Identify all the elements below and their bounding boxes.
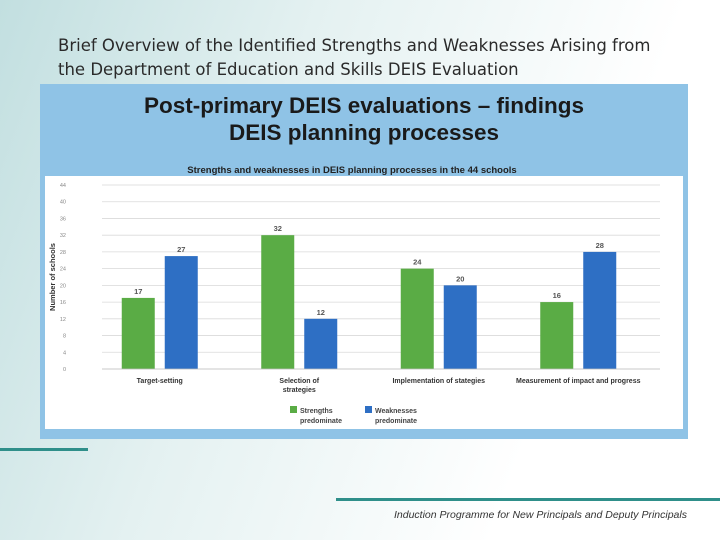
y-tick-label: 24 (60, 267, 66, 273)
y-tick-label: 20 (60, 283, 66, 289)
data-label: 16 (553, 291, 561, 300)
bar-chart: Strengths and weaknesses in DEIS plannin… (45, 165, 683, 429)
bar-weaknesses (164, 256, 198, 369)
bar-strengths (121, 297, 155, 369)
bar-weaknesses (304, 318, 338, 369)
accent-rule-right (336, 498, 720, 501)
panel-heading: Post-primary DEIS evaluations – findings… (40, 92, 688, 146)
slide-title-line-1: Brief Overview of the Identified Strengt… (58, 36, 651, 55)
y-tick-label: 28 (60, 250, 66, 256)
chart-panel: Post-primary DEIS evaluations – findings… (40, 84, 688, 439)
x-tick-label: strategies (283, 387, 316, 394)
x-tick-label: Measurement of impact and progress (516, 378, 641, 385)
y-tick-label: 44 (60, 183, 66, 189)
slide-title: Brief Overview of the Identified Strengt… (58, 34, 698, 82)
y-tick-label: 8 (63, 334, 66, 340)
y-axis-label: Number of schools (48, 243, 57, 311)
data-label: 20 (456, 274, 464, 283)
accent-rule-left (0, 448, 88, 451)
data-label: 17 (134, 287, 142, 296)
footer-text: Induction Programme for New Principals a… (394, 509, 687, 521)
legend-label: Strengths (300, 408, 333, 415)
y-tick-label: 32 (60, 233, 66, 239)
y-tick-label: 16 (60, 300, 66, 306)
chart-title: Strengths and weaknesses in DEIS plannin… (187, 165, 516, 176)
legend-label: predominate (300, 418, 342, 425)
legend-swatch-weaknesses (365, 406, 372, 413)
data-label: 27 (177, 245, 185, 254)
bar-weaknesses (583, 251, 617, 369)
y-tick-label: 0 (63, 367, 66, 373)
legend-label: predominate (375, 418, 417, 425)
bar-strengths (540, 302, 574, 369)
y-tick-label: 36 (60, 216, 66, 222)
x-tick-label: Implementation of stategies (392, 378, 485, 385)
y-tick-label: 12 (60, 317, 66, 323)
x-tick-label: Selection of (279, 378, 319, 385)
panel-heading-line-2: DEIS planning processes (228, 120, 500, 145)
data-label: 28 (596, 241, 604, 250)
bar-weaknesses (443, 285, 477, 369)
slide-title-line-2: the Department of Education and Skills D… (58, 60, 519, 79)
bar-strengths (261, 235, 295, 369)
y-tick-label: 40 (60, 200, 66, 206)
y-tick-label: 4 (63, 350, 66, 356)
legend-label: Weaknesses (375, 408, 417, 415)
data-label: 24 (413, 258, 422, 267)
legend-swatch-strengths (290, 406, 297, 413)
x-tick-label: Target-setting (137, 378, 183, 385)
data-label: 32 (274, 224, 282, 233)
data-label: 12 (317, 308, 325, 317)
bar-strengths (400, 268, 434, 369)
panel-heading-line-1: Post-primary DEIS evaluations – findings (143, 93, 585, 118)
